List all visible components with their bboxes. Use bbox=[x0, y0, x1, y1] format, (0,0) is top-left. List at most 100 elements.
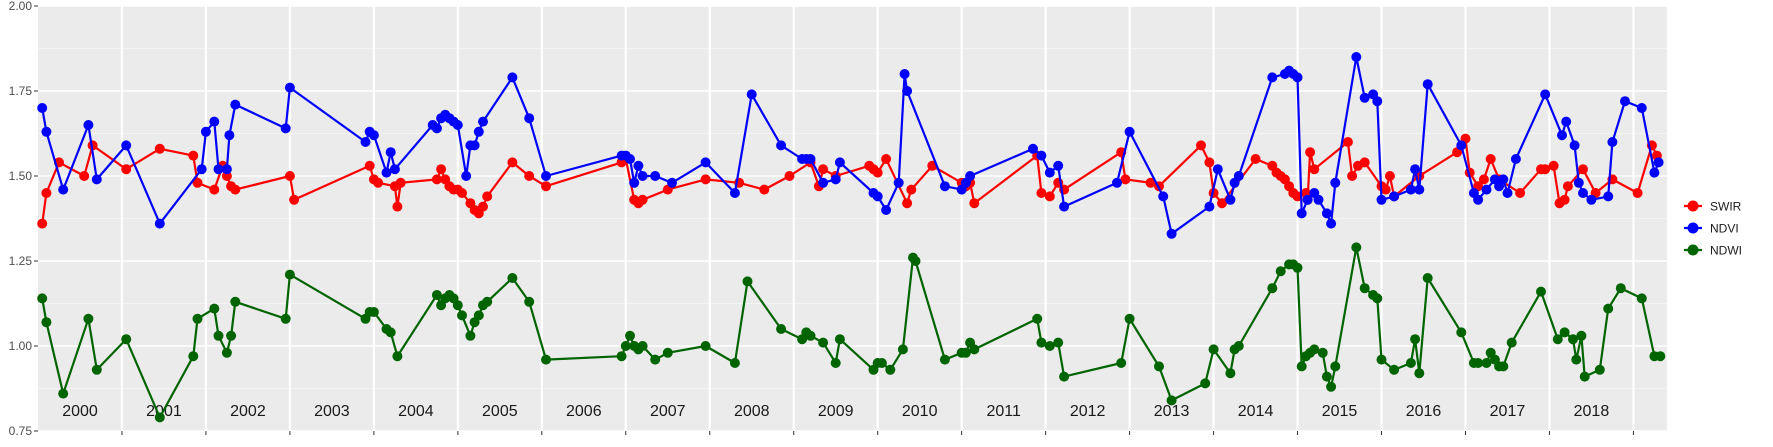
series-swir bbox=[37, 133, 1662, 229]
data-point-ndwi bbox=[1225, 368, 1236, 379]
data-point-ndwi bbox=[1389, 364, 1400, 375]
data-point-ndwi bbox=[1116, 358, 1127, 368]
data-point-ndwi bbox=[1615, 283, 1626, 294]
data-point-ndwi bbox=[41, 317, 52, 328]
data-point-ndvi bbox=[700, 157, 711, 168]
data-point-swir bbox=[284, 171, 295, 181]
data-point-ndwi bbox=[368, 307, 379, 317]
data-point-ndvi bbox=[1124, 126, 1135, 137]
data-point-ndwi bbox=[1536, 286, 1546, 297]
legend-label-ndvi: NDVI bbox=[1710, 222, 1739, 236]
data-point-swir bbox=[1478, 174, 1489, 185]
data-point-ndvi bbox=[650, 171, 661, 181]
y-tick-label: 0.75 bbox=[9, 424, 33, 438]
data-point-ndvi bbox=[746, 89, 757, 100]
data-point-ndwi bbox=[650, 354, 661, 365]
data-point-ndvi bbox=[37, 103, 48, 113]
data-point-ndvi bbox=[667, 177, 677, 188]
data-point-ndvi bbox=[1649, 167, 1660, 178]
data-point-ndwi bbox=[1481, 358, 1492, 368]
data-point-ndwi bbox=[121, 334, 132, 345]
data-point-ndvi bbox=[637, 171, 648, 181]
data-point-ndvi bbox=[830, 174, 841, 185]
data-point-ndwi bbox=[226, 330, 237, 341]
data-point-ndvi bbox=[196, 164, 207, 175]
data-point-ndvi bbox=[1044, 167, 1055, 178]
data-point-ndwi bbox=[1414, 368, 1425, 379]
data-point-swir bbox=[1359, 157, 1370, 168]
data-point-ndvi bbox=[1267, 72, 1278, 83]
data-point-ndwi bbox=[524, 296, 535, 307]
data-point-ndvi bbox=[41, 126, 52, 137]
data-point-ndvi bbox=[1296, 208, 1307, 219]
data-point-ndvi bbox=[1059, 201, 1070, 212]
year-label: 2017 bbox=[1490, 403, 1526, 420]
data-point-swir bbox=[1632, 188, 1643, 198]
data-point-ndvi bbox=[221, 164, 232, 175]
data-point-ndwi bbox=[1456, 327, 1467, 338]
year-label: 2016 bbox=[1406, 403, 1442, 420]
data-point-ndvi bbox=[154, 218, 165, 229]
data-point-ndvi bbox=[1603, 191, 1614, 202]
data-point-ndvi bbox=[1036, 150, 1047, 161]
data-point-swir bbox=[1044, 191, 1055, 202]
data-point-ndwi bbox=[1594, 364, 1605, 375]
data-point-ndvi bbox=[507, 72, 518, 83]
data-point-ndvi bbox=[1636, 103, 1647, 113]
data-point-ndwi bbox=[939, 354, 950, 365]
data-point-swir bbox=[482, 191, 493, 202]
data-point-ndwi bbox=[897, 344, 908, 355]
data-point-swir bbox=[1204, 157, 1215, 168]
data-point-ndwi bbox=[188, 351, 199, 362]
legend-key-dot-ndvi bbox=[1687, 222, 1699, 234]
data-point-swir bbox=[1309, 164, 1320, 175]
data-point-swir bbox=[154, 143, 165, 154]
grid-lines bbox=[38, 5, 1667, 432]
data-point-ndwi bbox=[625, 330, 635, 341]
data-point-swir bbox=[507, 157, 518, 168]
data-point-ndwi bbox=[616, 351, 627, 362]
year-label: 2012 bbox=[1070, 403, 1106, 420]
year-label: 2006 bbox=[566, 403, 602, 420]
data-point-swir bbox=[41, 188, 52, 198]
data-point-swir bbox=[1548, 160, 1559, 171]
data-point-swir bbox=[1120, 174, 1131, 185]
data-point-ndwi bbox=[620, 341, 631, 351]
data-point-ndwi bbox=[1296, 361, 1307, 372]
data-point-ndvi bbox=[524, 113, 535, 124]
data-point-swir bbox=[1250, 154, 1261, 164]
data-point-swir bbox=[1578, 164, 1588, 175]
data-point-ndwi bbox=[1576, 330, 1587, 341]
data-point-swir bbox=[192, 177, 203, 188]
data-point-swir bbox=[289, 194, 300, 205]
data-point-ndwi bbox=[465, 330, 476, 341]
data-point-swir bbox=[759, 184, 770, 195]
data-point-ndwi bbox=[280, 313, 291, 324]
data-point-ndvi bbox=[83, 120, 94, 130]
data-point-ndvi bbox=[729, 188, 740, 198]
data-point-swir bbox=[188, 150, 199, 161]
data-point-ndvi bbox=[1313, 194, 1324, 205]
data-point-swir bbox=[457, 188, 467, 198]
data-point-swir bbox=[1515, 188, 1526, 198]
data-point-ndvi bbox=[230, 99, 241, 110]
data-point-ndwi bbox=[876, 358, 887, 368]
year-label: 2004 bbox=[398, 403, 434, 420]
data-point-ndwi bbox=[1267, 283, 1278, 294]
data-point-ndvi bbox=[452, 120, 463, 130]
data-point-ndvi bbox=[1326, 218, 1337, 229]
legend-key-dot-ndwi bbox=[1687, 244, 1699, 256]
data-point-ndwi bbox=[1326, 381, 1337, 392]
data-point-ndvi bbox=[1456, 140, 1467, 151]
series-ndwi bbox=[37, 242, 1666, 423]
data-point-ndwi bbox=[1036, 337, 1047, 348]
data-point-ndvi bbox=[1158, 191, 1169, 202]
data-point-ndvi bbox=[431, 123, 442, 134]
data-point-ndwi bbox=[1579, 371, 1590, 382]
series-ndvi bbox=[37, 52, 1664, 239]
data-point-ndwi bbox=[818, 337, 829, 348]
data-point-ndwi bbox=[1636, 293, 1647, 304]
data-point-ndwi bbox=[1044, 341, 1055, 351]
data-point-ndvi bbox=[1540, 89, 1551, 100]
